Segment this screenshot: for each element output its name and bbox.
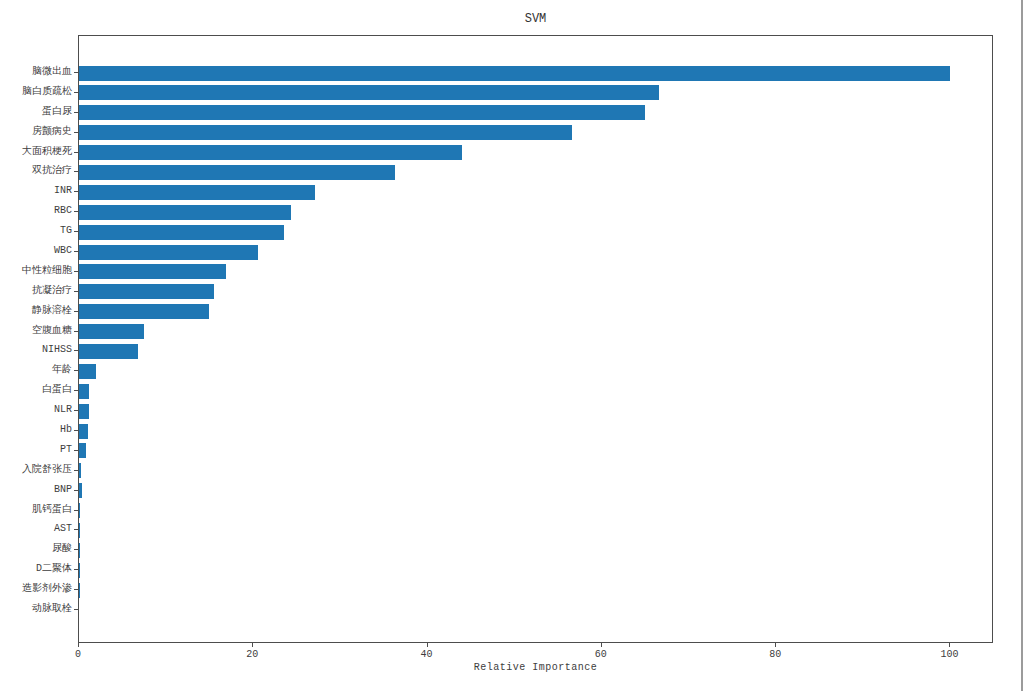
y-tick-label: 白蛋白 (42, 383, 72, 397)
y-tick-mark (74, 410, 78, 411)
y-tick-mark (74, 211, 78, 212)
y-tick-label: 脑白质疏松 (22, 85, 72, 99)
y-tick-mark (74, 72, 78, 73)
bar (79, 304, 209, 319)
y-tick-label: 造影剂外渗 (22, 582, 72, 596)
y-tick-mark (74, 589, 78, 590)
y-tick-mark (74, 470, 78, 471)
bar (79, 364, 96, 379)
y-tick-mark (74, 171, 78, 172)
y-tick-mark (74, 350, 78, 351)
y-tick-mark (74, 390, 78, 391)
x-tick-label: 0 (58, 649, 98, 660)
y-tick-label: AST (54, 522, 72, 536)
y-tick-label: 双抗治疗 (32, 164, 72, 178)
y-tick-mark (74, 490, 78, 491)
y-tick-mark (74, 549, 78, 550)
y-tick-mark (74, 112, 78, 113)
bar (79, 85, 659, 100)
x-tick-label: 100 (929, 649, 969, 660)
bar (79, 424, 88, 439)
chart-title: SVM (78, 12, 993, 26)
y-tick-label: 尿酸 (52, 542, 72, 556)
x-tick-mark (601, 643, 602, 647)
y-tick-label: 肌钙蛋白 (32, 503, 72, 517)
y-tick-mark (74, 331, 78, 332)
bar (79, 404, 89, 419)
y-tick-label: 入院舒张压 (22, 463, 72, 477)
x-tick-label: 80 (755, 649, 795, 660)
y-tick-label: 脑微出血 (32, 65, 72, 79)
x-tick-label: 20 (232, 649, 272, 660)
y-tick-mark (74, 529, 78, 530)
window-edge (1021, 0, 1023, 691)
y-tick-label: 大面积梗死 (22, 145, 72, 159)
y-tick-label: Hb (60, 423, 72, 437)
y-tick-label: 动脉取栓 (32, 602, 72, 616)
bar (79, 125, 572, 140)
bar (79, 384, 89, 399)
y-tick-mark (74, 152, 78, 153)
bar (79, 463, 81, 478)
y-tick-mark (74, 191, 78, 192)
y-tick-mark (74, 430, 78, 431)
bar (79, 344, 138, 359)
figure: SVM 脑微出血脑白质疏松蛋白尿房颤病史大面积梗死双抗治疗 INR RBC TG WBC… (0, 0, 1024, 691)
y-tick-mark (74, 251, 78, 252)
plot-area (78, 35, 993, 643)
y-tick-label: BNP (54, 483, 72, 497)
y-tick-label: INR (54, 184, 72, 198)
bar (79, 324, 144, 339)
x-axis-label: Relative Importance (78, 662, 993, 673)
y-tick-label: 抗凝治疗 (32, 284, 72, 298)
bar (79, 165, 395, 180)
bar (79, 205, 291, 220)
y-tick-label: D二聚体 (36, 562, 72, 576)
y-tick-label: 空腹血糖 (32, 324, 72, 338)
x-tick-label: 60 (581, 649, 621, 660)
y-tick-label: RBC (54, 204, 72, 218)
bar (79, 483, 82, 498)
x-tick-mark (775, 643, 776, 647)
y-tick-label: TG (60, 224, 72, 238)
bar (79, 66, 950, 81)
bar (79, 225, 284, 240)
y-tick-label: 蛋白尿 (42, 105, 72, 119)
bar (79, 284, 214, 299)
x-tick-mark (78, 643, 79, 647)
y-tick-mark (74, 510, 78, 511)
bar (79, 105, 645, 120)
y-tick-label: 静脉溶栓 (32, 304, 72, 318)
y-tick-mark (74, 609, 78, 610)
x-tick-mark (427, 643, 428, 647)
y-tick-mark (74, 132, 78, 133)
y-tick-mark (74, 370, 78, 371)
bar (79, 245, 258, 260)
y-tick-label: 中性粒细胞 (22, 264, 72, 278)
y-tick-label: PT (60, 443, 72, 457)
y-tick-mark (74, 92, 78, 93)
bar (79, 185, 315, 200)
y-tick-mark (74, 569, 78, 570)
x-tick-mark (949, 643, 950, 647)
y-tick-mark (74, 291, 78, 292)
y-tick-label: 房颤病史 (32, 125, 72, 139)
y-tick-label: WBC (54, 244, 72, 258)
y-tick-mark (74, 450, 78, 451)
y-tick-mark (74, 271, 78, 272)
y-tick-mark (74, 311, 78, 312)
bar (79, 443, 86, 458)
y-tick-label: NLR (54, 403, 72, 417)
y-tick-mark (74, 231, 78, 232)
x-tick-label: 40 (407, 649, 447, 660)
y-tick-label: 年龄 (52, 363, 72, 377)
x-tick-mark (252, 643, 253, 647)
y-tick-label: NIHSS (42, 343, 72, 357)
bar (79, 264, 226, 279)
bar (79, 145, 462, 160)
